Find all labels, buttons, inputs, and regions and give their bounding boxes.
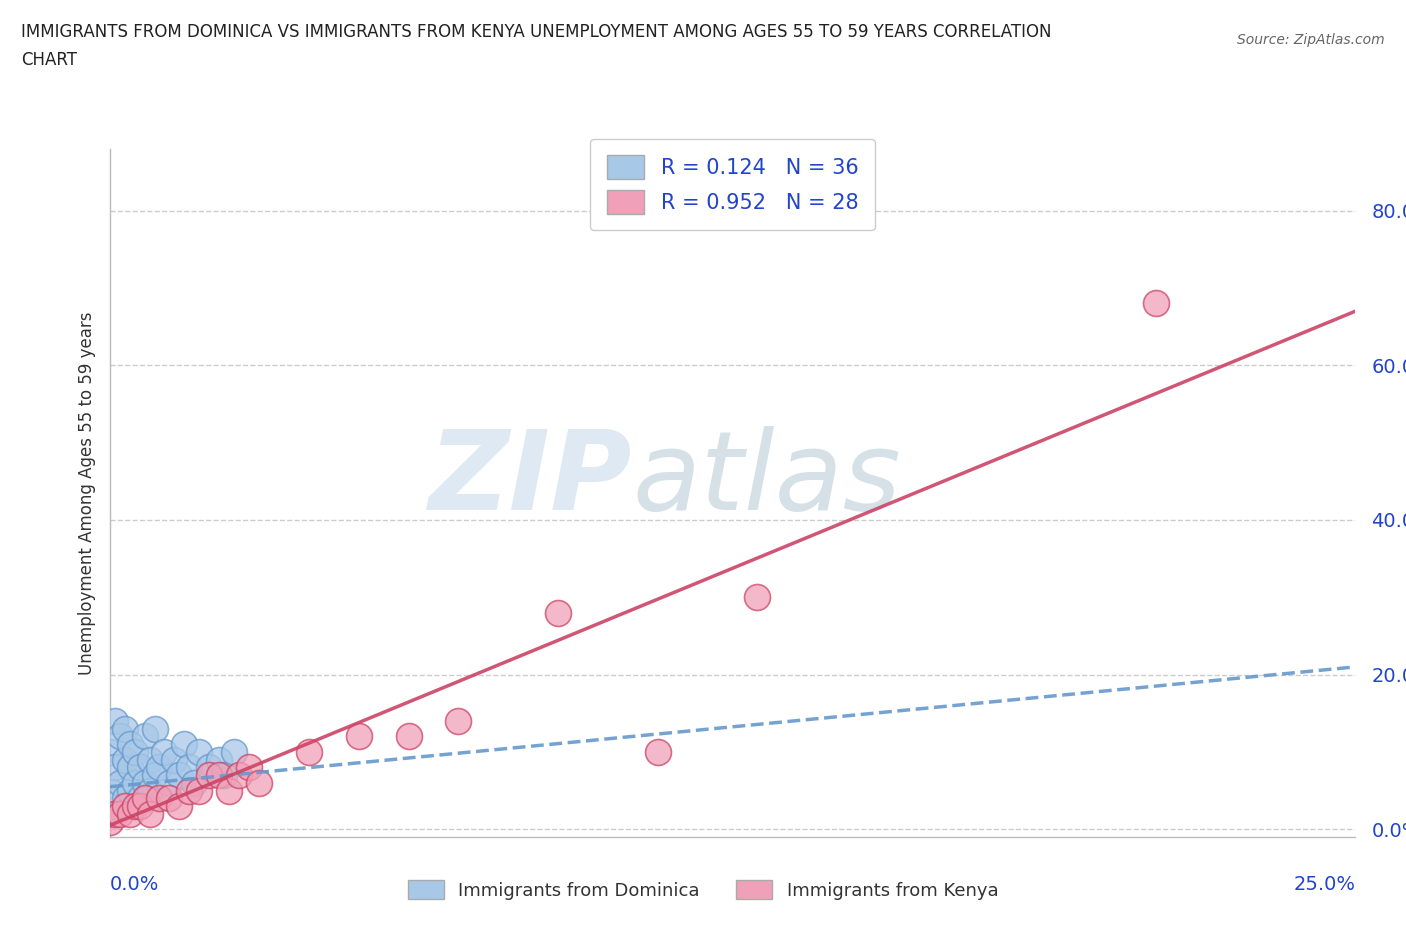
Text: atlas: atlas: [633, 426, 901, 533]
Text: 0.0%: 0.0%: [110, 875, 159, 894]
Y-axis label: Unemployment Among Ages 55 to 59 years: Unemployment Among Ages 55 to 59 years: [77, 312, 96, 674]
Point: [138, 806, 160, 821]
Point: [647, 745, 669, 760]
Legend: Immigrants from Dominica, Immigrants from Kenya: Immigrants from Dominica, Immigrants fro…: [401, 873, 1005, 907]
Point: [173, 737, 195, 751]
Point: [228, 767, 250, 782]
Point: [208, 767, 231, 782]
Point: [104, 760, 127, 775]
Point: [114, 722, 136, 737]
Point: [118, 783, 141, 798]
Legend: R = 0.124   N = 36, R = 0.952   N = 28: R = 0.124 N = 36, R = 0.952 N = 28: [591, 139, 875, 231]
Point: [108, 806, 131, 821]
Point: [747, 590, 769, 604]
Point: [1144, 296, 1167, 311]
Point: [143, 767, 166, 782]
Point: [124, 745, 146, 760]
Text: ZIP: ZIP: [429, 426, 633, 533]
Point: [153, 745, 176, 760]
Text: Source: ZipAtlas.com: Source: ZipAtlas.com: [1237, 33, 1385, 46]
Point: [238, 760, 260, 775]
Point: [218, 783, 240, 798]
Point: [547, 605, 569, 620]
Point: [98, 806, 121, 821]
Point: [224, 745, 246, 760]
Point: [188, 745, 211, 760]
Point: [118, 737, 141, 751]
Point: [98, 745, 121, 760]
Text: CHART: CHART: [21, 51, 77, 69]
Point: [179, 760, 201, 775]
Point: [124, 799, 146, 814]
Point: [179, 783, 201, 798]
Point: [138, 752, 160, 767]
Point: [347, 729, 370, 744]
Point: [128, 799, 150, 814]
Point: [114, 752, 136, 767]
Point: [163, 752, 186, 767]
Text: IMMIGRANTS FROM DOMINICA VS IMMIGRANTS FROM KENYA UNEMPLOYMENT AMONG AGES 55 TO : IMMIGRANTS FROM DOMINICA VS IMMIGRANTS F…: [21, 23, 1052, 41]
Point: [169, 799, 191, 814]
Point: [104, 806, 127, 821]
Point: [134, 729, 156, 744]
Point: [143, 722, 166, 737]
Point: [148, 760, 170, 775]
Point: [98, 814, 121, 829]
Point: [398, 729, 420, 744]
Point: [98, 783, 121, 798]
Point: [159, 776, 181, 790]
Point: [169, 767, 191, 782]
Point: [148, 790, 170, 805]
Point: [208, 752, 231, 767]
Point: [247, 776, 270, 790]
Point: [108, 776, 131, 790]
Point: [118, 760, 141, 775]
Point: [188, 783, 211, 798]
Text: 25.0%: 25.0%: [1294, 875, 1355, 894]
Point: [124, 776, 146, 790]
Point: [159, 790, 181, 805]
Point: [134, 776, 156, 790]
Point: [128, 760, 150, 775]
Point: [108, 729, 131, 744]
Point: [183, 776, 205, 790]
Point: [104, 713, 127, 728]
Point: [298, 745, 321, 760]
Point: [214, 767, 236, 782]
Point: [134, 790, 156, 805]
Point: [198, 767, 221, 782]
Point: [128, 790, 150, 805]
Point: [114, 790, 136, 805]
Point: [198, 760, 221, 775]
Point: [118, 806, 141, 821]
Point: [138, 783, 160, 798]
Point: [447, 713, 470, 728]
Point: [114, 799, 136, 814]
